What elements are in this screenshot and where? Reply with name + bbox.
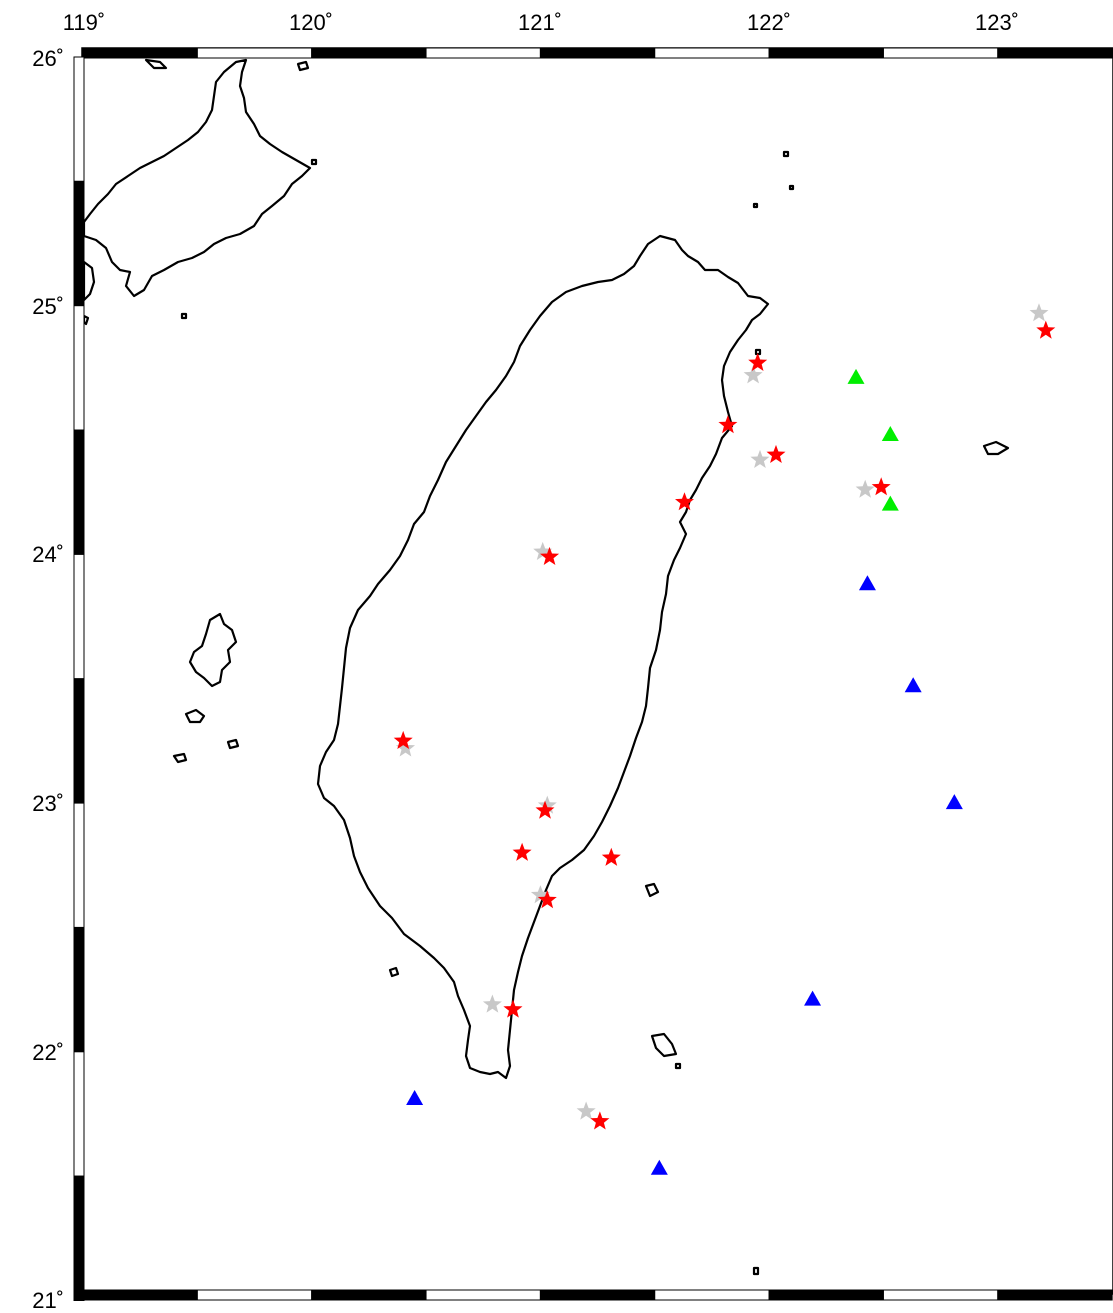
gray-star-marker bbox=[482, 994, 502, 1013]
red-star-marker bbox=[537, 890, 557, 909]
gray-star-marker bbox=[396, 738, 415, 757]
frame-segment-bottom bbox=[196, 1289, 313, 1301]
frame-segment-bottom bbox=[82, 1289, 198, 1301]
green-island-outline bbox=[644, 882, 660, 898]
frame-segment-left bbox=[73, 429, 85, 555]
mainland-islet-south bbox=[180, 312, 188, 320]
frame-segment-top bbox=[82, 47, 198, 59]
red-star-marker bbox=[393, 730, 413, 749]
gray-star-marker bbox=[533, 541, 553, 560]
red-star-marker bbox=[601, 847, 621, 866]
orchid-island-outline bbox=[650, 1032, 678, 1058]
lat-tick-label-22: 22˚ bbox=[32, 1040, 64, 1065]
frame-segment-top bbox=[425, 47, 541, 59]
red-star-marker bbox=[540, 546, 560, 565]
frame-segment-left bbox=[73, 802, 85, 928]
penghu-islet-east bbox=[226, 738, 240, 750]
blue-triangle-marker bbox=[406, 1090, 424, 1106]
penghu-islands-outline bbox=[188, 612, 238, 688]
gray-star-marker bbox=[530, 885, 550, 904]
green-triangle-marker bbox=[881, 495, 899, 511]
blue-triangle-marker bbox=[804, 990, 822, 1006]
marker-layer bbox=[393, 303, 1056, 1175]
red-star-marker bbox=[766, 444, 786, 463]
xiaoliuqiu-outline bbox=[388, 966, 400, 978]
map-frame-checkerboard bbox=[73, 47, 1113, 1302]
frame-segment-top bbox=[768, 47, 884, 59]
lat-tick-label-24: 24˚ bbox=[32, 542, 64, 567]
frame-segment-top bbox=[997, 47, 1113, 59]
red-star-marker bbox=[748, 352, 768, 371]
gray-star-marker bbox=[855, 479, 875, 498]
frame-segment-left bbox=[73, 1051, 85, 1177]
red-star-marker bbox=[590, 1111, 610, 1130]
frame-segment-left bbox=[73, 1175, 85, 1302]
frame-segment-bottom bbox=[654, 1289, 770, 1301]
diaoyu-islet-north bbox=[782, 150, 790, 158]
red-star-marker bbox=[871, 477, 891, 496]
penghu-islet-south bbox=[172, 752, 188, 764]
lon-tick-label-123: 123˚ bbox=[975, 10, 1019, 35]
gray-star-marker bbox=[1029, 303, 1049, 322]
coastline-layer bbox=[82, 58, 1010, 1276]
blue-triangle-marker bbox=[945, 794, 963, 810]
gray-star-marker bbox=[537, 795, 557, 814]
red-star-marker bbox=[535, 800, 555, 819]
penghu-island-west bbox=[184, 708, 206, 724]
frame-segment-top bbox=[539, 47, 656, 59]
red-star-marker bbox=[1036, 320, 1056, 339]
frame-segment-top bbox=[654, 47, 770, 59]
frame-segment-bottom bbox=[882, 1289, 999, 1301]
lat-tick-label-26: 26˚ bbox=[32, 46, 64, 71]
mainland-island-north bbox=[144, 58, 168, 70]
taiwan-island-outline bbox=[316, 234, 770, 1080]
red-star-marker bbox=[675, 492, 694, 511]
gray-star-marker bbox=[576, 1101, 596, 1120]
lat-tick-label-23: 23˚ bbox=[32, 791, 64, 816]
gray-star-marker bbox=[750, 449, 770, 468]
latitude-tick-labels: 26˚ 25˚ 24˚ 23˚ 22˚ 21˚ bbox=[32, 46, 64, 1313]
southern-islet bbox=[752, 1266, 760, 1276]
diaoyu-islet-mid bbox=[788, 184, 795, 191]
frame-segment-bottom bbox=[768, 1289, 884, 1301]
lat-tick-label-21: 21˚ bbox=[32, 1288, 64, 1313]
mainland-islet-east bbox=[310, 158, 318, 166]
frame-segment-bottom bbox=[997, 1289, 1113, 1301]
green-triangle-marker bbox=[847, 368, 865, 384]
frame-segment-left bbox=[73, 926, 85, 1053]
green-triangle-marker bbox=[881, 426, 899, 442]
longitude-tick-labels: 119˚ 120˚ 121˚ 122˚ 123˚ bbox=[63, 10, 1019, 35]
frame-segment-left bbox=[73, 305, 85, 431]
frame-segment-left bbox=[73, 553, 85, 680]
mainland-coast-outline bbox=[82, 58, 312, 298]
lon-tick-label-122: 122˚ bbox=[747, 10, 791, 35]
red-star-marker bbox=[718, 415, 738, 434]
frame-segment-bottom bbox=[425, 1289, 541, 1301]
lat-tick-label-25: 25˚ bbox=[32, 294, 64, 319]
red-star-marker bbox=[503, 999, 523, 1018]
mainland-island-northeast bbox=[296, 60, 310, 72]
frame-segment-bottom bbox=[539, 1289, 656, 1301]
guishan-islet-outline bbox=[754, 348, 762, 356]
lon-tick-label-119: 119˚ bbox=[63, 10, 105, 35]
frame-segment-left bbox=[73, 56, 85, 182]
red-star-marker bbox=[512, 842, 532, 861]
frame-segment-left bbox=[73, 180, 85, 307]
lon-tick-label-121: 121˚ bbox=[518, 10, 562, 35]
frame-segment-bottom bbox=[311, 1289, 427, 1301]
lon-tick-label-120: 120˚ bbox=[289, 10, 333, 35]
frame-segment-top bbox=[882, 47, 999, 59]
blue-triangle-marker bbox=[650, 1159, 668, 1175]
gray-star-marker bbox=[743, 365, 763, 384]
eastern-small-islet bbox=[674, 1062, 682, 1070]
blue-triangle-marker bbox=[904, 677, 922, 693]
diaoyu-islet-south bbox=[752, 202, 759, 209]
frame-segment-top bbox=[311, 47, 427, 59]
frame-segment-left bbox=[73, 678, 85, 804]
frame-segment-top bbox=[196, 47, 313, 59]
yonaguni-outline bbox=[982, 440, 1010, 456]
blue-triangle-marker bbox=[858, 575, 876, 591]
